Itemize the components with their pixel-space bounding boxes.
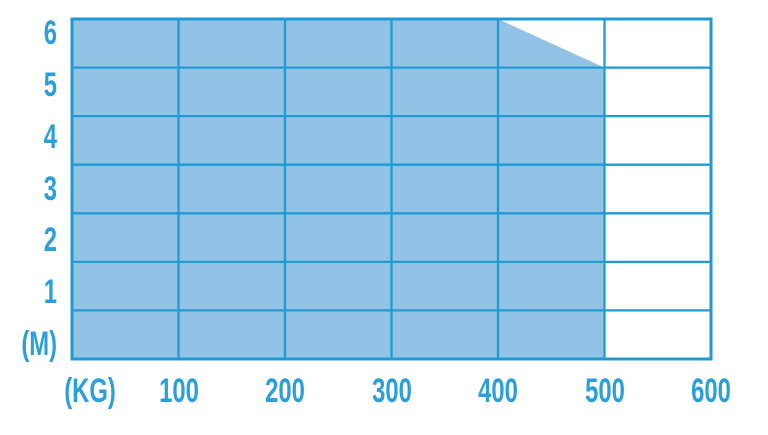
y-tick-label: 3	[43, 170, 57, 208]
shaded-capacity-region	[72, 19, 605, 359]
x-tick-label: 600	[691, 372, 731, 410]
y-tick-label: 1	[43, 273, 57, 311]
y-tick-label: 4	[43, 118, 57, 156]
grid-border	[70, 17, 713, 361]
y-axis-unit-label: (M)	[21, 325, 57, 363]
x-axis-unit-label: (KG)	[64, 372, 116, 410]
x-tick-label: 300	[372, 372, 412, 410]
y-tick-label: 5	[43, 66, 57, 104]
y-tick-label: 2	[43, 221, 57, 259]
x-tick-label: 400	[478, 372, 518, 410]
x-tick-label: 100	[159, 372, 199, 410]
x-tick-label: 500	[585, 372, 625, 410]
x-tick-label: 200	[265, 372, 305, 410]
y-tick-label: 6	[43, 14, 57, 52]
